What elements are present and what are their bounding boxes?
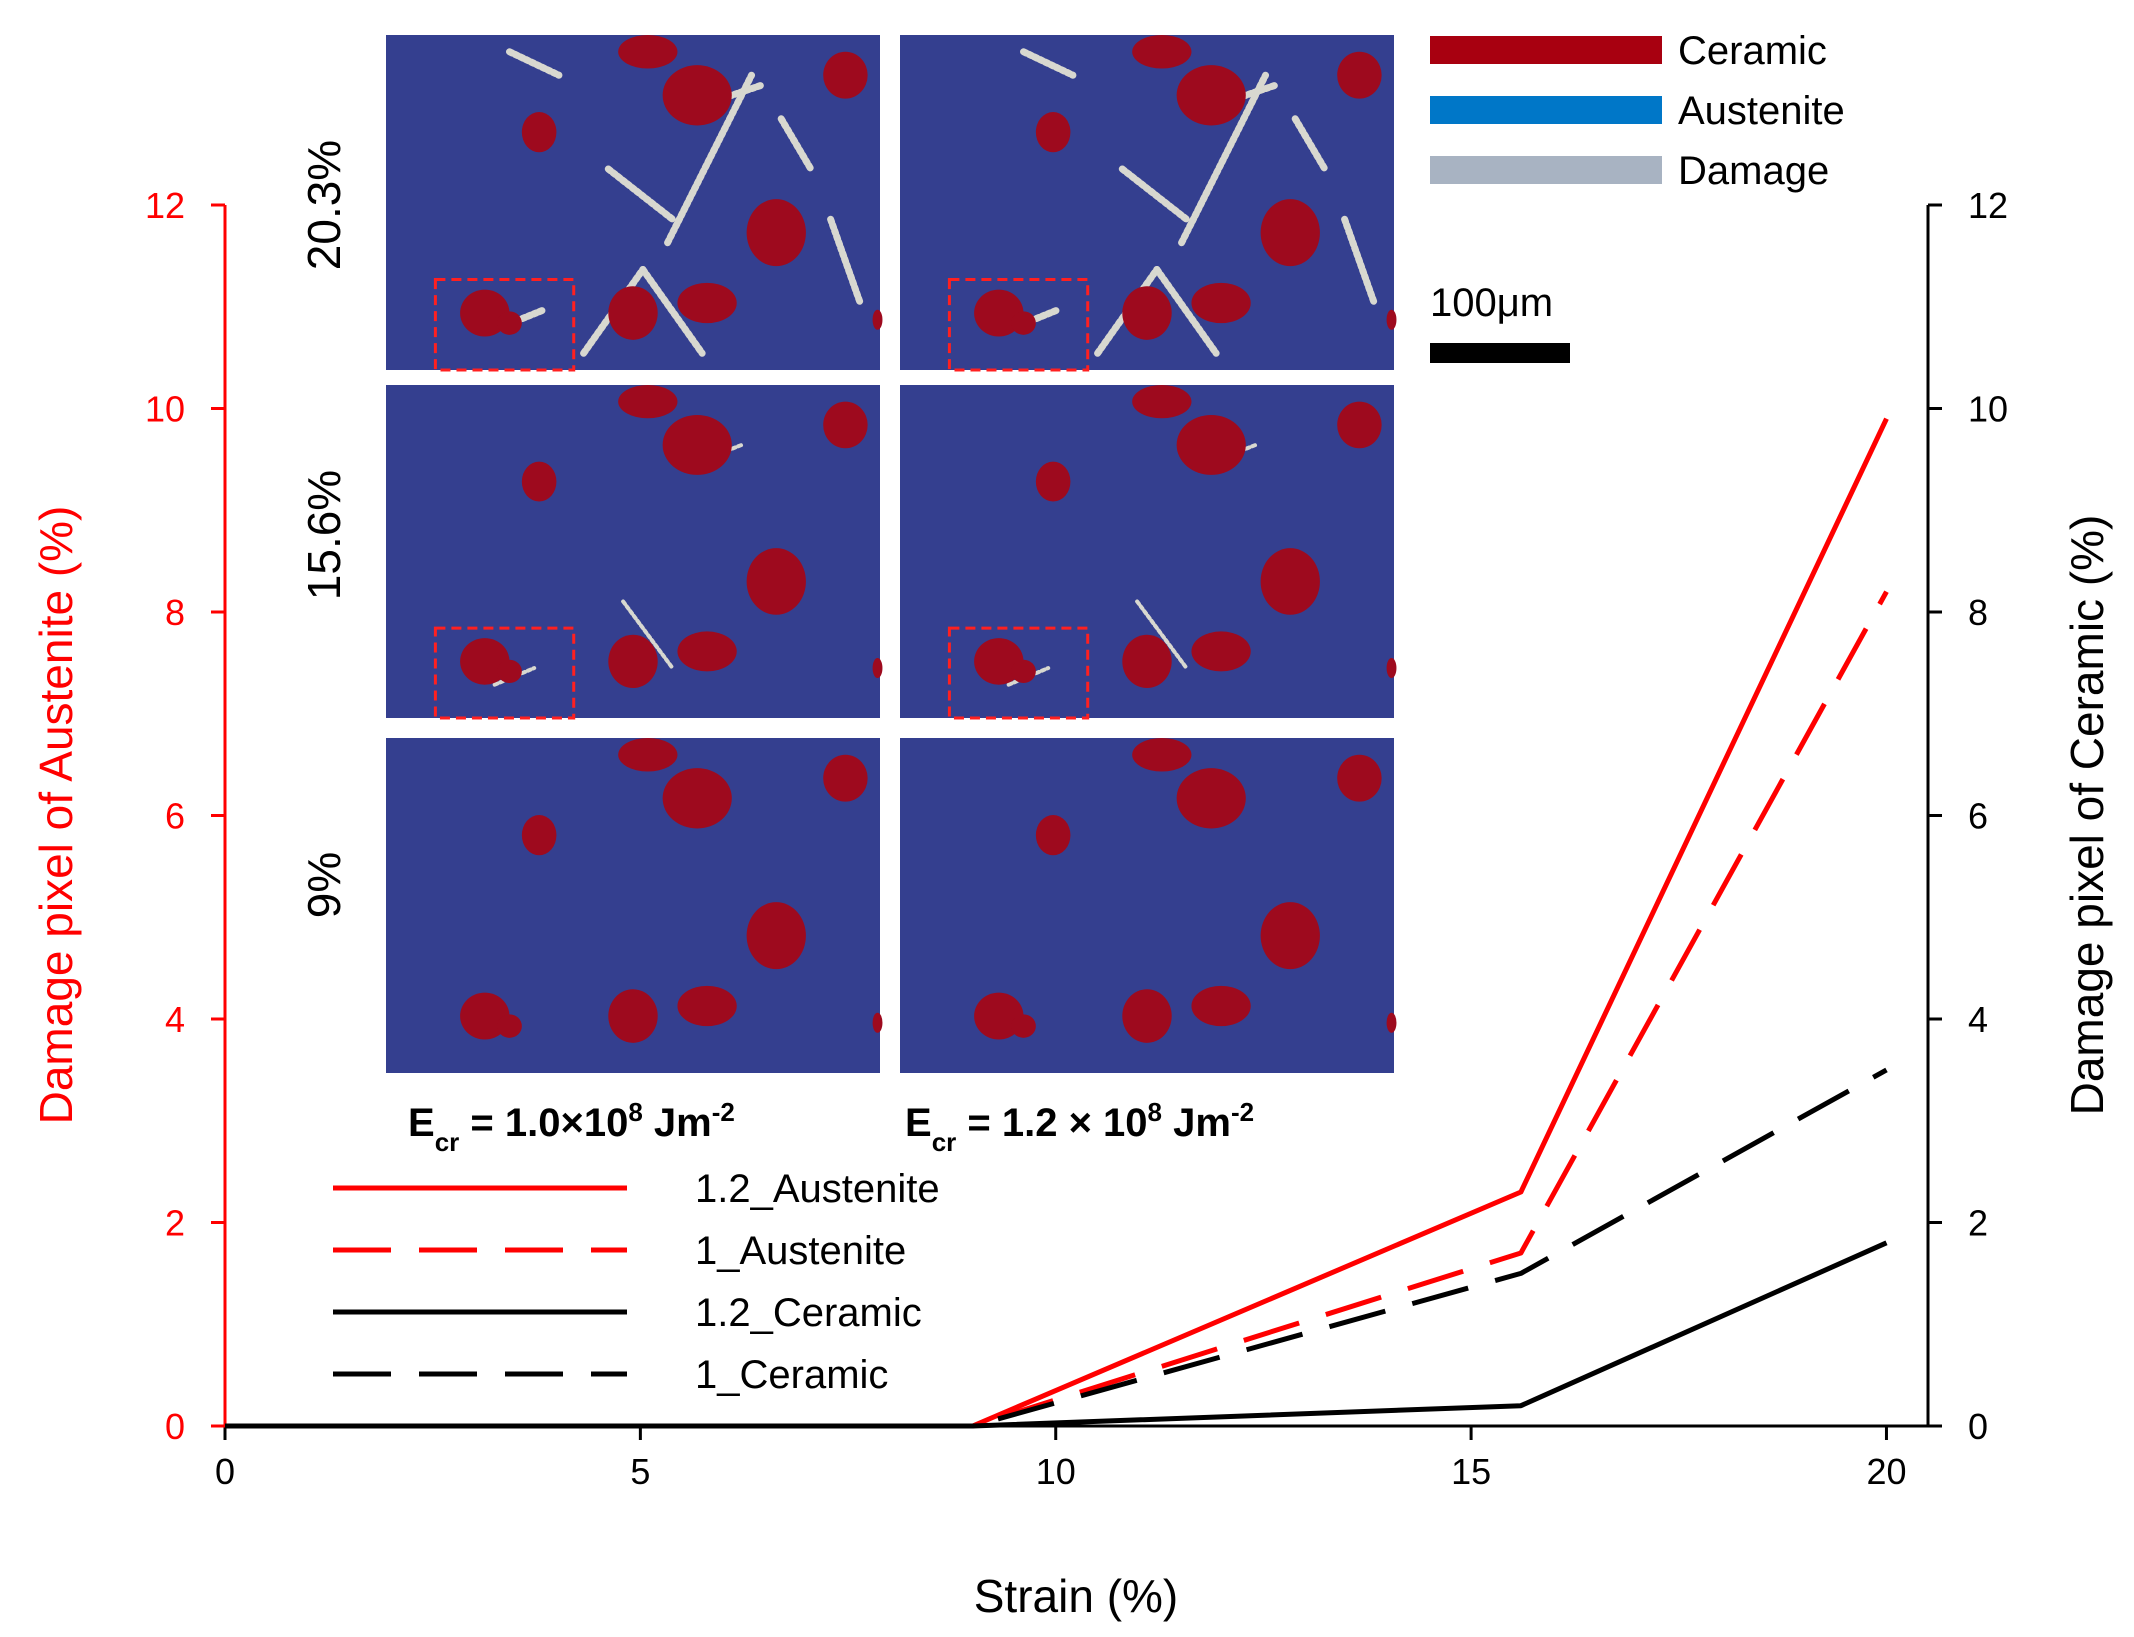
legend-label-1-ceramic: 1_Ceramic (695, 1353, 888, 1397)
x-axis-title: Strain (%) (974, 1570, 1178, 1622)
y-right-tick-label-4: 8 (1968, 592, 1988, 633)
scale-bar (1430, 343, 1570, 363)
phase-swatch-austenite (1430, 96, 1662, 124)
y-left-tick-label-3: 6 (165, 796, 185, 837)
scale-bar-label: 100μm (1430, 281, 1553, 325)
micrograph-panel-r0-c0 (386, 35, 883, 372)
y-left-tick-label-6: 12 (145, 185, 185, 226)
x-tick-label-1: 5 (630, 1451, 650, 1492)
x-tick-label-2: 10 (1036, 1451, 1076, 1492)
micrograph-panel-r1-c1 (900, 385, 1397, 720)
legend-label-1-2-ceramic: 1.2_Ceramic (695, 1291, 922, 1335)
microstructure-inset: 20.3% 15.6% 9% Ecr = 1.0×108 Jm-2 Ecr = … (298, 29, 1845, 1157)
phase-label-austenite: Austenite (1678, 89, 1845, 133)
phase-label-ceramic: Ceramic (1678, 29, 1827, 73)
micrograph-panel-r2-c1 (900, 738, 1397, 1073)
x-tick-label-3: 15 (1451, 1451, 1491, 1492)
y-right-tick-label-0: 0 (1968, 1406, 1988, 1447)
y-right-tick-label-3: 6 (1968, 796, 1988, 837)
legend-label-1-2-austenite: 1.2_Austenite (695, 1167, 940, 1211)
y-left-tick-label-4: 8 (165, 592, 185, 633)
phase-swatch-ceramic (1430, 36, 1662, 64)
micrograph-panel-r0-c1 (900, 35, 1397, 372)
y-left-tick-label-1: 2 (165, 1203, 185, 1244)
series-legend: 1.2_Austenite 1_Austenite 1.2_Ceramic 1_… (333, 1167, 940, 1397)
phase-swatch-damage (1430, 156, 1662, 184)
x-tick-label-0: 0 (215, 1451, 235, 1492)
y-left-tick-label-5: 10 (145, 389, 185, 430)
ecr-label-left: Ecr = 1.0×108 Jm-2 (408, 1097, 735, 1157)
y-left-tick-label-2: 4 (165, 999, 185, 1040)
series-line-1-2-ceramic (225, 1240, 1888, 1429)
y-right-tick-label-5: 10 (1968, 389, 2008, 430)
y-right-tick-label-2: 4 (1968, 999, 1988, 1040)
strain-label-15-6: 15.6% (298, 470, 350, 600)
micrograph-panel-r1-c0 (386, 385, 883, 720)
highlight-box (433, 278, 576, 372)
highlight-box (947, 626, 1090, 720)
highlight-box (947, 278, 1090, 372)
y-left-tick-label-0: 0 (165, 1406, 185, 1447)
strain-label-9: 9% (298, 852, 350, 918)
strain-label-20-3: 20.3% (298, 140, 350, 270)
micrograph-panel-r2-c0 (386, 738, 883, 1073)
y-axis-right-title: Damage pixel of Ceramic (%) (2061, 515, 2113, 1116)
y-axis-left-title: Damage pixel of Austenite (%) (30, 506, 82, 1125)
y-right-tick-label-6: 12 (1968, 185, 2008, 226)
y-right-tick-label-1: 2 (1968, 1203, 1988, 1244)
micrograph-panels (386, 35, 1397, 1073)
ticks-layer: 0 5 10 15 20 0 2 4 6 8 10 12 0 2 4 6 8 10 12 (145, 185, 2008, 1492)
phase-label-damage: Damage (1678, 149, 1829, 193)
ecr-label-right: Ecr = 1.2 × 108 Jm-2 (905, 1097, 1254, 1157)
series-layer (225, 417, 1889, 1429)
series-line-1-ceramic (225, 1067, 1888, 1429)
legend-label-1-austenite: 1_Austenite (695, 1229, 906, 1273)
phase-legend: Ceramic Austenite Damage (1430, 29, 1845, 193)
highlight-box (433, 626, 576, 720)
x-tick-label-4: 20 (1866, 1451, 1906, 1492)
